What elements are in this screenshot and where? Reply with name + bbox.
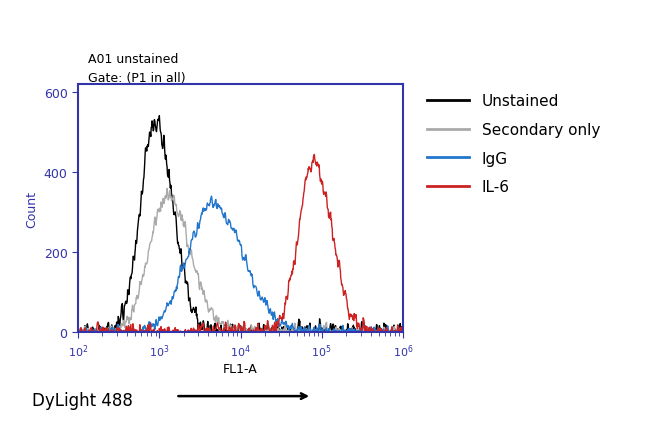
X-axis label: FL1-A: FL1-A bbox=[223, 362, 258, 375]
Text: Gate: (P1 in all): Gate: (P1 in all) bbox=[88, 72, 185, 85]
Text: A01 unstained: A01 unstained bbox=[88, 52, 178, 66]
Y-axis label: Count: Count bbox=[25, 190, 38, 227]
Text: DyLight 488: DyLight 488 bbox=[32, 391, 133, 409]
Legend: Unstained, Secondary only, IgG, IL-6: Unstained, Secondary only, IgG, IL-6 bbox=[421, 88, 606, 201]
